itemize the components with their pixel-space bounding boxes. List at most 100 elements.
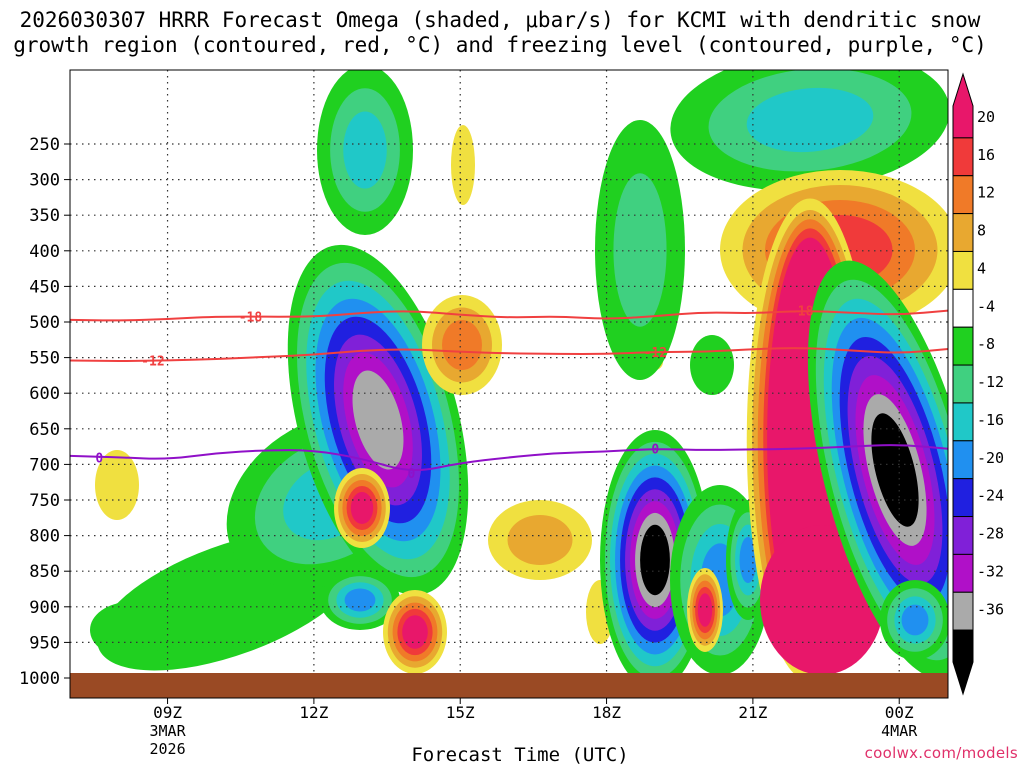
descent-14z-mid-layer-2 bbox=[442, 320, 482, 370]
colorbar-swatch-11 bbox=[952, 516, 974, 555]
contour-2 bbox=[70, 444, 948, 471]
colorbar-label-0: 20 bbox=[977, 108, 995, 126]
contour-label-1-1: -12 bbox=[644, 346, 667, 361]
y-tick-label-850: 850 bbox=[29, 562, 60, 582]
ascent-12z-upper bbox=[317, 70, 413, 235]
ascent-20z bbox=[690, 335, 734, 395]
contour-label-0-1: -18 bbox=[790, 305, 814, 320]
ascent-00z-column-layer-8 bbox=[871, 413, 919, 527]
colorbar-swatch-1 bbox=[952, 137, 974, 177]
y-tick-label-300: 300 bbox=[29, 171, 60, 191]
ascent-21z-low-layer-3 bbox=[739, 536, 757, 584]
y-tick-label-900: 900 bbox=[29, 598, 60, 618]
ascent-13z-core bbox=[287, 244, 469, 596]
y-tick-label-600: 600 bbox=[29, 384, 60, 404]
ascent-19z-column-layer-8 bbox=[640, 524, 670, 596]
descent-14z-upper-layer-0 bbox=[451, 125, 475, 205]
y-tick-label-950: 950 bbox=[29, 633, 60, 653]
colorbar-swatch-0 bbox=[952, 72, 974, 139]
colorbar-label-13: -36 bbox=[977, 600, 1004, 618]
ascent-21z-upper bbox=[670, 70, 948, 191]
x-tick-label-12Z: 12Z bbox=[299, 703, 328, 722]
descent-14z-low-layer-4 bbox=[402, 615, 428, 649]
y-tick-label-450: 450 bbox=[29, 277, 60, 297]
contour-label-2-2: 0 bbox=[651, 443, 659, 458]
colorbar-label-3: 8 bbox=[977, 222, 986, 240]
title-line-2: growth region (contoured, red, °C) and f… bbox=[13, 33, 987, 57]
y-tick-label-800: 800 bbox=[29, 527, 60, 547]
colorbar-label-1: 16 bbox=[977, 146, 995, 164]
descent-14z-mid bbox=[422, 295, 502, 395]
descent-20z-low-layer-4 bbox=[697, 593, 713, 627]
colorbar-label-10: -24 bbox=[977, 487, 1004, 505]
ascent-left-low-2-layer-0 bbox=[90, 602, 170, 658]
ascent-18z-upper bbox=[595, 120, 685, 380]
contour-label-1-0: -12 bbox=[141, 354, 164, 369]
ascent-18z-upper-layer-1 bbox=[613, 173, 667, 327]
colorbar-label-2: 12 bbox=[977, 184, 995, 202]
colorbar-swatch-10 bbox=[952, 478, 974, 518]
y-tick-label-700: 700 bbox=[29, 455, 60, 475]
x-tick-label-18Z: 18Z bbox=[592, 703, 621, 722]
colorbar-swatch-13 bbox=[952, 591, 974, 631]
x-tick-label-15Z: 15Z bbox=[446, 703, 475, 722]
x-tick-label-00Z: 00Z bbox=[885, 703, 914, 722]
contour-label-0-0: -18 bbox=[239, 310, 263, 325]
descent-20z-low bbox=[687, 568, 723, 652]
x-tick-label-21Z: 21Z bbox=[738, 703, 767, 722]
watermark: coolwx.com/models bbox=[864, 744, 1018, 762]
contour-label-2-1: 0 bbox=[408, 467, 416, 482]
contour-label-2-0: 0 bbox=[95, 451, 103, 466]
descent-16z bbox=[488, 500, 592, 580]
ascent-00z-low-layer-3 bbox=[901, 604, 929, 636]
colorbar-swatch-6 bbox=[952, 326, 974, 366]
descent-13z bbox=[334, 468, 390, 548]
chart-title: 2026030307 HRRR Forecast Omega (shaded, … bbox=[0, 8, 1000, 58]
colorbar-label-8: -16 bbox=[977, 411, 1004, 429]
ascent-12z-upper-layer-2 bbox=[343, 111, 387, 189]
descent-16z-layer-1 bbox=[507, 515, 573, 565]
x-tick-date-00Z: 4MAR bbox=[881, 722, 918, 740]
colorbar-swatch-12 bbox=[952, 553, 974, 593]
colorbar-label-7: -12 bbox=[977, 373, 1004, 391]
descent-14z-low bbox=[383, 590, 447, 674]
ascent-20z-layer-0 bbox=[690, 335, 734, 395]
axes: 250 300 350 400 450 500 550 600 650 700 750 800 850 9… bbox=[19, 135, 918, 758]
descent-8z bbox=[95, 450, 139, 520]
colorbar-swatch-14 bbox=[952, 629, 974, 696]
colorbar-swatch-4 bbox=[952, 250, 974, 290]
colorbar-swatch-2 bbox=[952, 175, 974, 215]
colorbar-label-4: 4 bbox=[977, 259, 986, 277]
descent-14z-upper bbox=[451, 125, 475, 205]
descent-13z-layer-4 bbox=[350, 492, 374, 524]
ascent-left-low-2 bbox=[90, 602, 170, 658]
y-tick-label-400: 400 bbox=[29, 242, 60, 262]
ascent-14z-low-layer-3 bbox=[344, 588, 376, 612]
y-tick-label-250: 250 bbox=[29, 135, 60, 155]
ascent-13z-core-layer-7 bbox=[352, 370, 404, 470]
colorbar-label-5: -4 bbox=[977, 297, 995, 315]
colorbar-swatch-7 bbox=[952, 364, 974, 404]
colorbar-swatch-8 bbox=[952, 402, 974, 442]
y-tick-label-750: 750 bbox=[29, 491, 60, 511]
x-axis-label: Forecast Time (UTC) bbox=[411, 744, 629, 766]
y-tick-label-550: 550 bbox=[29, 349, 60, 369]
plot-frame bbox=[69, 69, 949, 699]
x-tick-label-09Z: 09Z bbox=[153, 703, 182, 722]
ascent-21z-upper-layer-2 bbox=[746, 87, 874, 153]
colorbar-swatch-3 bbox=[952, 213, 974, 252]
grid-lines bbox=[70, 70, 948, 673]
colorbar-swatch-5 bbox=[952, 288, 974, 328]
contour-lines: -18 -18 -12 -12 0 0 0 bbox=[70, 305, 948, 482]
ascent-14z-low bbox=[320, 570, 400, 630]
ascent-00z-low bbox=[880, 580, 948, 660]
y-tick-label-350: 350 bbox=[29, 206, 60, 226]
colorbar-label-12: -32 bbox=[977, 562, 1004, 580]
colorbar-label-11: -28 bbox=[977, 525, 1004, 543]
contour-0 bbox=[70, 309, 948, 322]
ground-band bbox=[70, 673, 948, 698]
colorbar-swatch-9 bbox=[952, 440, 974, 480]
colorbar: 20 16 12 8 4 -4 -8 -12 -16 -20 -24 -28 -32 -36 bbox=[952, 72, 1004, 696]
title-line-1: 2026030307 HRRR Forecast Omega (shaded, … bbox=[19, 8, 981, 32]
